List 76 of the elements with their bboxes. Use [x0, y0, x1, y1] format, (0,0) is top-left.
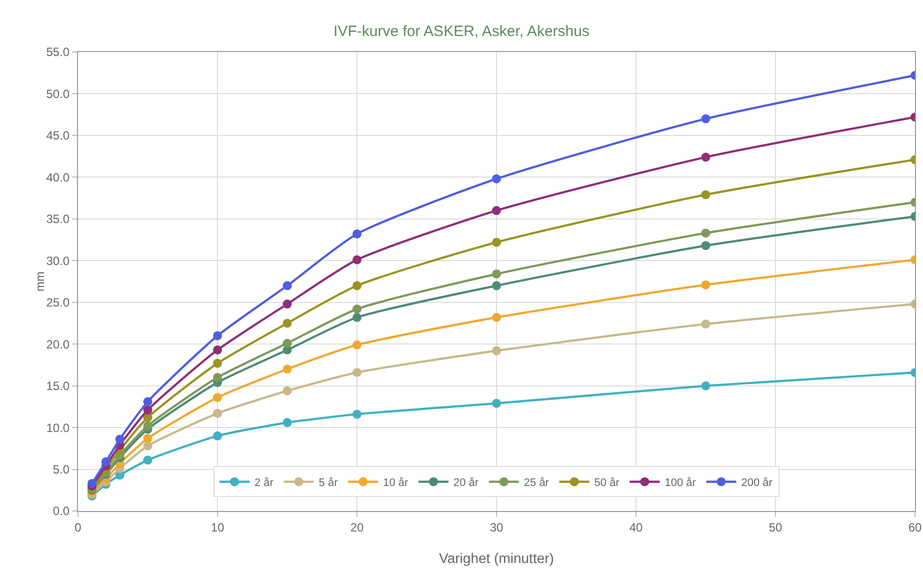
point — [282, 364, 292, 374]
point — [492, 312, 501, 322]
y-tick-label: 40.0 — [46, 170, 70, 184]
x-tick-label: 0 — [74, 520, 82, 534]
point — [701, 381, 710, 390]
legend-label: 10 år — [383, 477, 408, 490]
point — [701, 241, 710, 250]
legend-label: 200 år — [741, 477, 773, 490]
point — [282, 318, 292, 328]
y-tick-label: 35.0 — [46, 212, 70, 226]
y-tick-label: 30.0 — [46, 254, 70, 268]
x-tick-label: 40 — [629, 520, 643, 534]
x-tick-label: 50 — [768, 520, 782, 534]
point — [143, 406, 152, 415]
point — [492, 174, 501, 184]
x-tick-label: 10 — [210, 520, 224, 534]
chart-title: IVF-kurve for ASKER, Asker, Akershus — [334, 23, 590, 40]
point — [87, 478, 96, 488]
point — [701, 228, 710, 238]
point — [492, 346, 501, 356]
point — [213, 345, 222, 354]
point — [213, 393, 222, 402]
point — [352, 312, 362, 322]
point — [143, 456, 152, 465]
point — [213, 431, 222, 440]
point — [143, 421, 152, 430]
y-tick-label: 0.0 — [52, 504, 70, 518]
point — [492, 281, 501, 290]
legend-label: 50 år — [594, 477, 620, 490]
legend-label: 25 år — [524, 477, 550, 490]
point — [352, 410, 362, 419]
y-tick-label: 5.0 — [52, 462, 70, 476]
point — [492, 238, 501, 247]
point — [352, 304, 362, 314]
point — [701, 152, 710, 162]
point — [282, 386, 292, 396]
legend-label: 100 år — [664, 477, 696, 490]
y-tick-label: 10.0 — [46, 420, 70, 435]
point — [701, 320, 710, 329]
point — [701, 190, 710, 200]
y-tick-label: 50.0 — [46, 86, 70, 101]
point — [492, 206, 501, 216]
y-tick-label: 20.0 — [46, 337, 70, 352]
point — [352, 255, 362, 264]
legend-label: 5 år — [318, 477, 338, 490]
point — [282, 300, 292, 309]
point — [492, 269, 501, 278]
point — [213, 331, 222, 340]
point — [282, 281, 292, 290]
y-tick-label: 45.0 — [46, 128, 70, 143]
point — [492, 398, 501, 408]
point — [213, 408, 222, 418]
point — [143, 397, 152, 406]
x-tick-label: 30 — [490, 520, 504, 534]
point — [282, 338, 292, 348]
x-axis-title: Varighet (minutter) — [439, 550, 554, 566]
point — [352, 281, 362, 290]
legend-label: 2 år — [254, 477, 274, 490]
point — [701, 114, 710, 124]
point — [701, 280, 710, 290]
point — [101, 457, 110, 466]
y-axis-title: mm — [33, 272, 47, 292]
x-tick-label: 20 — [350, 520, 364, 534]
x-tick-label: 60 — [908, 520, 922, 534]
point — [213, 358, 222, 368]
point — [352, 340, 362, 350]
point — [352, 229, 362, 238]
point — [352, 368, 362, 377]
legend-label: 20 år — [453, 477, 479, 490]
y-tick-label: 55.0 — [46, 45, 70, 60]
point — [282, 418, 292, 428]
y-tick-label: 15.0 — [46, 379, 70, 394]
point — [213, 372, 222, 382]
y-tick-label: 25.0 — [46, 296, 70, 310]
point — [115, 434, 124, 444]
point — [143, 434, 152, 443]
